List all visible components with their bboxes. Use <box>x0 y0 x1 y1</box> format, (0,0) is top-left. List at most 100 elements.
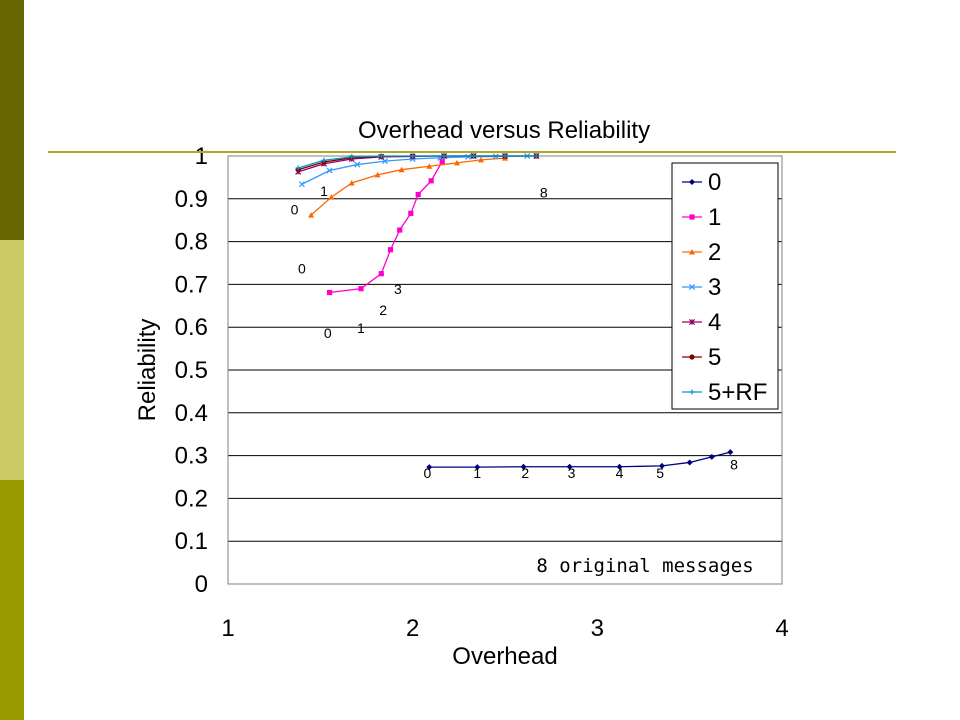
data-point <box>533 153 539 159</box>
data-point <box>727 449 734 456</box>
legend-item-1: 1 <box>682 204 721 231</box>
legend-marker <box>689 214 695 220</box>
data-point <box>374 171 381 178</box>
point-label: 8 <box>540 185 548 201</box>
data-point <box>453 159 460 166</box>
point-label: 0 <box>298 261 306 277</box>
point-label: 1 <box>473 465 481 481</box>
series-5-rf <box>295 153 539 171</box>
series-line-1 <box>329 161 443 294</box>
x-tick-label: 2 <box>406 615 419 642</box>
y-tick-label: 0.6 <box>175 314 208 341</box>
legend-label: 4 <box>708 309 721 336</box>
legend-marker <box>688 283 696 291</box>
point-label: 0 <box>424 465 432 481</box>
data-point <box>326 289 333 296</box>
data-point <box>410 153 416 159</box>
legend-marker <box>688 318 696 326</box>
point-label: 1 <box>320 183 328 199</box>
series-line-2 <box>310 157 506 216</box>
legend-label: 3 <box>708 274 721 301</box>
data-point <box>398 166 405 173</box>
data-point <box>378 153 384 159</box>
legend-marker <box>689 389 695 395</box>
annotation-original-messages: 8 original messages <box>536 555 753 577</box>
point-label: 0 <box>291 202 299 218</box>
point-label: 1 <box>357 320 365 336</box>
data-point <box>295 165 301 171</box>
data-point <box>441 153 447 159</box>
data-point <box>520 463 527 470</box>
data-point <box>426 464 433 471</box>
data-point <box>471 153 477 159</box>
data-point <box>308 212 315 218</box>
legend-label: 5 <box>708 344 721 371</box>
legend-label: 2 <box>708 239 721 266</box>
data-point <box>686 459 693 466</box>
side-stripe-dark <box>0 0 24 240</box>
legend-label: 0 <box>708 169 721 196</box>
chart-title: Overhead versus Reliability <box>358 117 650 144</box>
y-tick-labels: 0 0.1 0.2 0.3 0.4 0.5 0.6 0.7 0.8 0.9 1 <box>175 143 208 598</box>
point-label: 4 <box>616 465 624 481</box>
data-point <box>474 464 481 471</box>
legend-marker <box>689 354 695 360</box>
data-point <box>321 157 327 163</box>
legend-label: 5+RF <box>708 379 767 406</box>
data-point <box>328 194 335 200</box>
legend-label: 1 <box>708 204 721 231</box>
data-point <box>298 181 305 188</box>
gridlines <box>228 155 782 585</box>
legend-box <box>671 162 779 410</box>
legend: 0 1 2 3 4 5 5+RF <box>671 162 779 410</box>
legend-item-2: 2 <box>682 239 721 266</box>
data-point <box>349 154 355 160</box>
data-point <box>358 286 364 292</box>
x-tick-label: 1 <box>221 615 234 642</box>
point-label: 3 <box>568 465 576 481</box>
legend-marker <box>689 249 695 255</box>
legend-item-3: 3 <box>682 274 721 301</box>
series-lines <box>295 152 734 471</box>
y-tick-label: 0.5 <box>175 357 208 384</box>
y-tick-label: 0.4 <box>175 400 208 427</box>
legend-item-5-rf: 5+RF <box>682 379 767 406</box>
side-stripe-olive <box>0 480 24 720</box>
data-point <box>439 158 445 165</box>
data-point <box>502 153 508 159</box>
y-tick-label: 0.9 <box>175 186 208 213</box>
point-label: 5 <box>656 465 664 481</box>
series-0 <box>426 449 734 471</box>
data-point <box>354 161 361 168</box>
data-point <box>426 163 433 169</box>
x-tick-label: 4 <box>775 615 788 642</box>
y-tick-label: 1 <box>195 143 208 170</box>
point-label: 2 <box>379 302 387 318</box>
data-point <box>408 210 414 216</box>
data-point <box>708 453 715 460</box>
y-tick-label: 0.1 <box>175 528 208 555</box>
y-tick-label: 0.8 <box>175 229 208 256</box>
data-point <box>465 153 472 160</box>
legend-marker <box>689 179 695 185</box>
point-label: 3 <box>394 281 402 297</box>
series-2 <box>308 155 508 218</box>
data-point <box>477 156 484 163</box>
legend-item-5: 5 <box>682 344 721 371</box>
data-point <box>658 462 665 469</box>
point-label: 2 <box>521 465 529 481</box>
point-label: 0 <box>324 325 332 341</box>
series-1 <box>326 158 445 296</box>
legend-item-4: 4 <box>682 309 721 336</box>
y-axis-label: Reliability <box>134 319 161 422</box>
data-point <box>326 167 333 174</box>
y-tick-label: 0.2 <box>175 485 208 512</box>
y-tick-label: 0.7 <box>175 271 208 298</box>
data-point <box>348 179 355 186</box>
x-tick-label: 3 <box>591 615 604 642</box>
data-point <box>566 463 573 470</box>
data-point <box>378 271 384 277</box>
legend-item-0: 0 <box>682 169 721 196</box>
